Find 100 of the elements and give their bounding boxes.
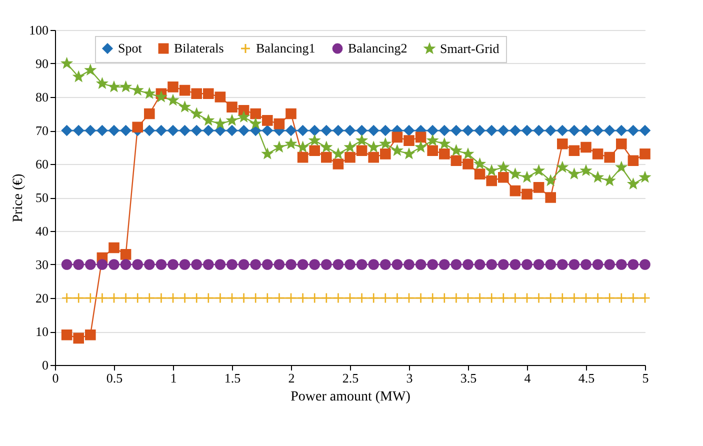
point — [120, 249, 132, 260]
point — [156, 292, 167, 304]
point — [238, 259, 250, 270]
point — [61, 259, 72, 270]
point — [592, 259, 604, 270]
point — [498, 125, 509, 136]
point — [238, 292, 250, 304]
point — [568, 145, 580, 156]
point — [108, 82, 120, 92]
point — [356, 259, 368, 270]
point — [462, 148, 474, 158]
point — [156, 125, 167, 136]
point — [368, 259, 379, 270]
point — [569, 168, 580, 179]
point — [545, 292, 556, 304]
point — [85, 259, 96, 270]
point — [321, 142, 332, 152]
point — [439, 138, 450, 148]
point — [250, 259, 261, 270]
point — [533, 125, 544, 136]
point — [132, 84, 143, 95]
point — [522, 125, 532, 136]
point — [486, 125, 497, 136]
x-tick-label: 0 — [52, 370, 59, 386]
point — [580, 259, 592, 270]
point — [262, 259, 273, 270]
point — [191, 88, 202, 100]
point — [215, 118, 226, 128]
point — [344, 125, 356, 136]
point — [144, 88, 155, 98]
point — [640, 148, 650, 160]
point — [297, 259, 308, 270]
point — [557, 138, 568, 150]
point — [640, 125, 650, 136]
point — [380, 125, 391, 136]
point — [85, 329, 96, 340]
point — [427, 292, 438, 304]
point — [203, 88, 214, 100]
point — [522, 292, 532, 304]
point — [144, 108, 155, 120]
point — [309, 259, 320, 270]
point — [604, 125, 615, 136]
point — [332, 125, 344, 136]
point — [462, 158, 474, 170]
point — [356, 135, 367, 146]
point — [368, 142, 379, 152]
point — [96, 125, 108, 136]
point — [321, 292, 332, 304]
point — [191, 108, 202, 118]
point — [439, 148, 450, 160]
point — [168, 292, 178, 304]
point — [415, 259, 426, 270]
point — [179, 125, 190, 136]
point — [427, 125, 438, 136]
y-tick-label: 70 — [36, 123, 48, 138]
point — [85, 292, 96, 304]
point — [392, 145, 402, 156]
point — [557, 125, 568, 136]
point — [274, 259, 285, 270]
point — [191, 259, 202, 270]
point — [286, 292, 296, 304]
point — [474, 158, 485, 168]
point — [580, 292, 592, 304]
y-tick-label: 90 — [36, 56, 48, 71]
point — [274, 118, 285, 130]
point — [108, 292, 120, 304]
point — [427, 135, 438, 146]
point — [250, 118, 261, 128]
legend-label: Balancing1 — [256, 40, 316, 56]
x-tick-label: 3.5 — [460, 370, 477, 386]
point — [203, 292, 214, 304]
point — [73, 72, 84, 82]
point — [108, 242, 120, 254]
point — [580, 142, 592, 153]
point — [474, 168, 486, 180]
point — [486, 165, 497, 176]
point — [297, 292, 308, 304]
y-tick-label: 10 — [36, 324, 48, 339]
point — [144, 292, 155, 304]
point — [61, 329, 72, 340]
point — [191, 292, 202, 304]
point — [450, 292, 462, 304]
point — [61, 125, 72, 136]
point — [108, 125, 120, 136]
point — [214, 292, 226, 304]
point — [616, 138, 627, 150]
point — [85, 64, 96, 75]
point — [214, 259, 226, 270]
point — [332, 158, 344, 170]
point — [96, 259, 108, 270]
point — [522, 188, 532, 200]
point — [344, 292, 356, 304]
point — [545, 192, 556, 203]
point — [474, 125, 486, 136]
point — [568, 125, 580, 136]
point — [156, 259, 167, 270]
point — [450, 155, 462, 166]
point — [262, 125, 273, 136]
point — [380, 148, 391, 160]
point — [309, 292, 320, 304]
